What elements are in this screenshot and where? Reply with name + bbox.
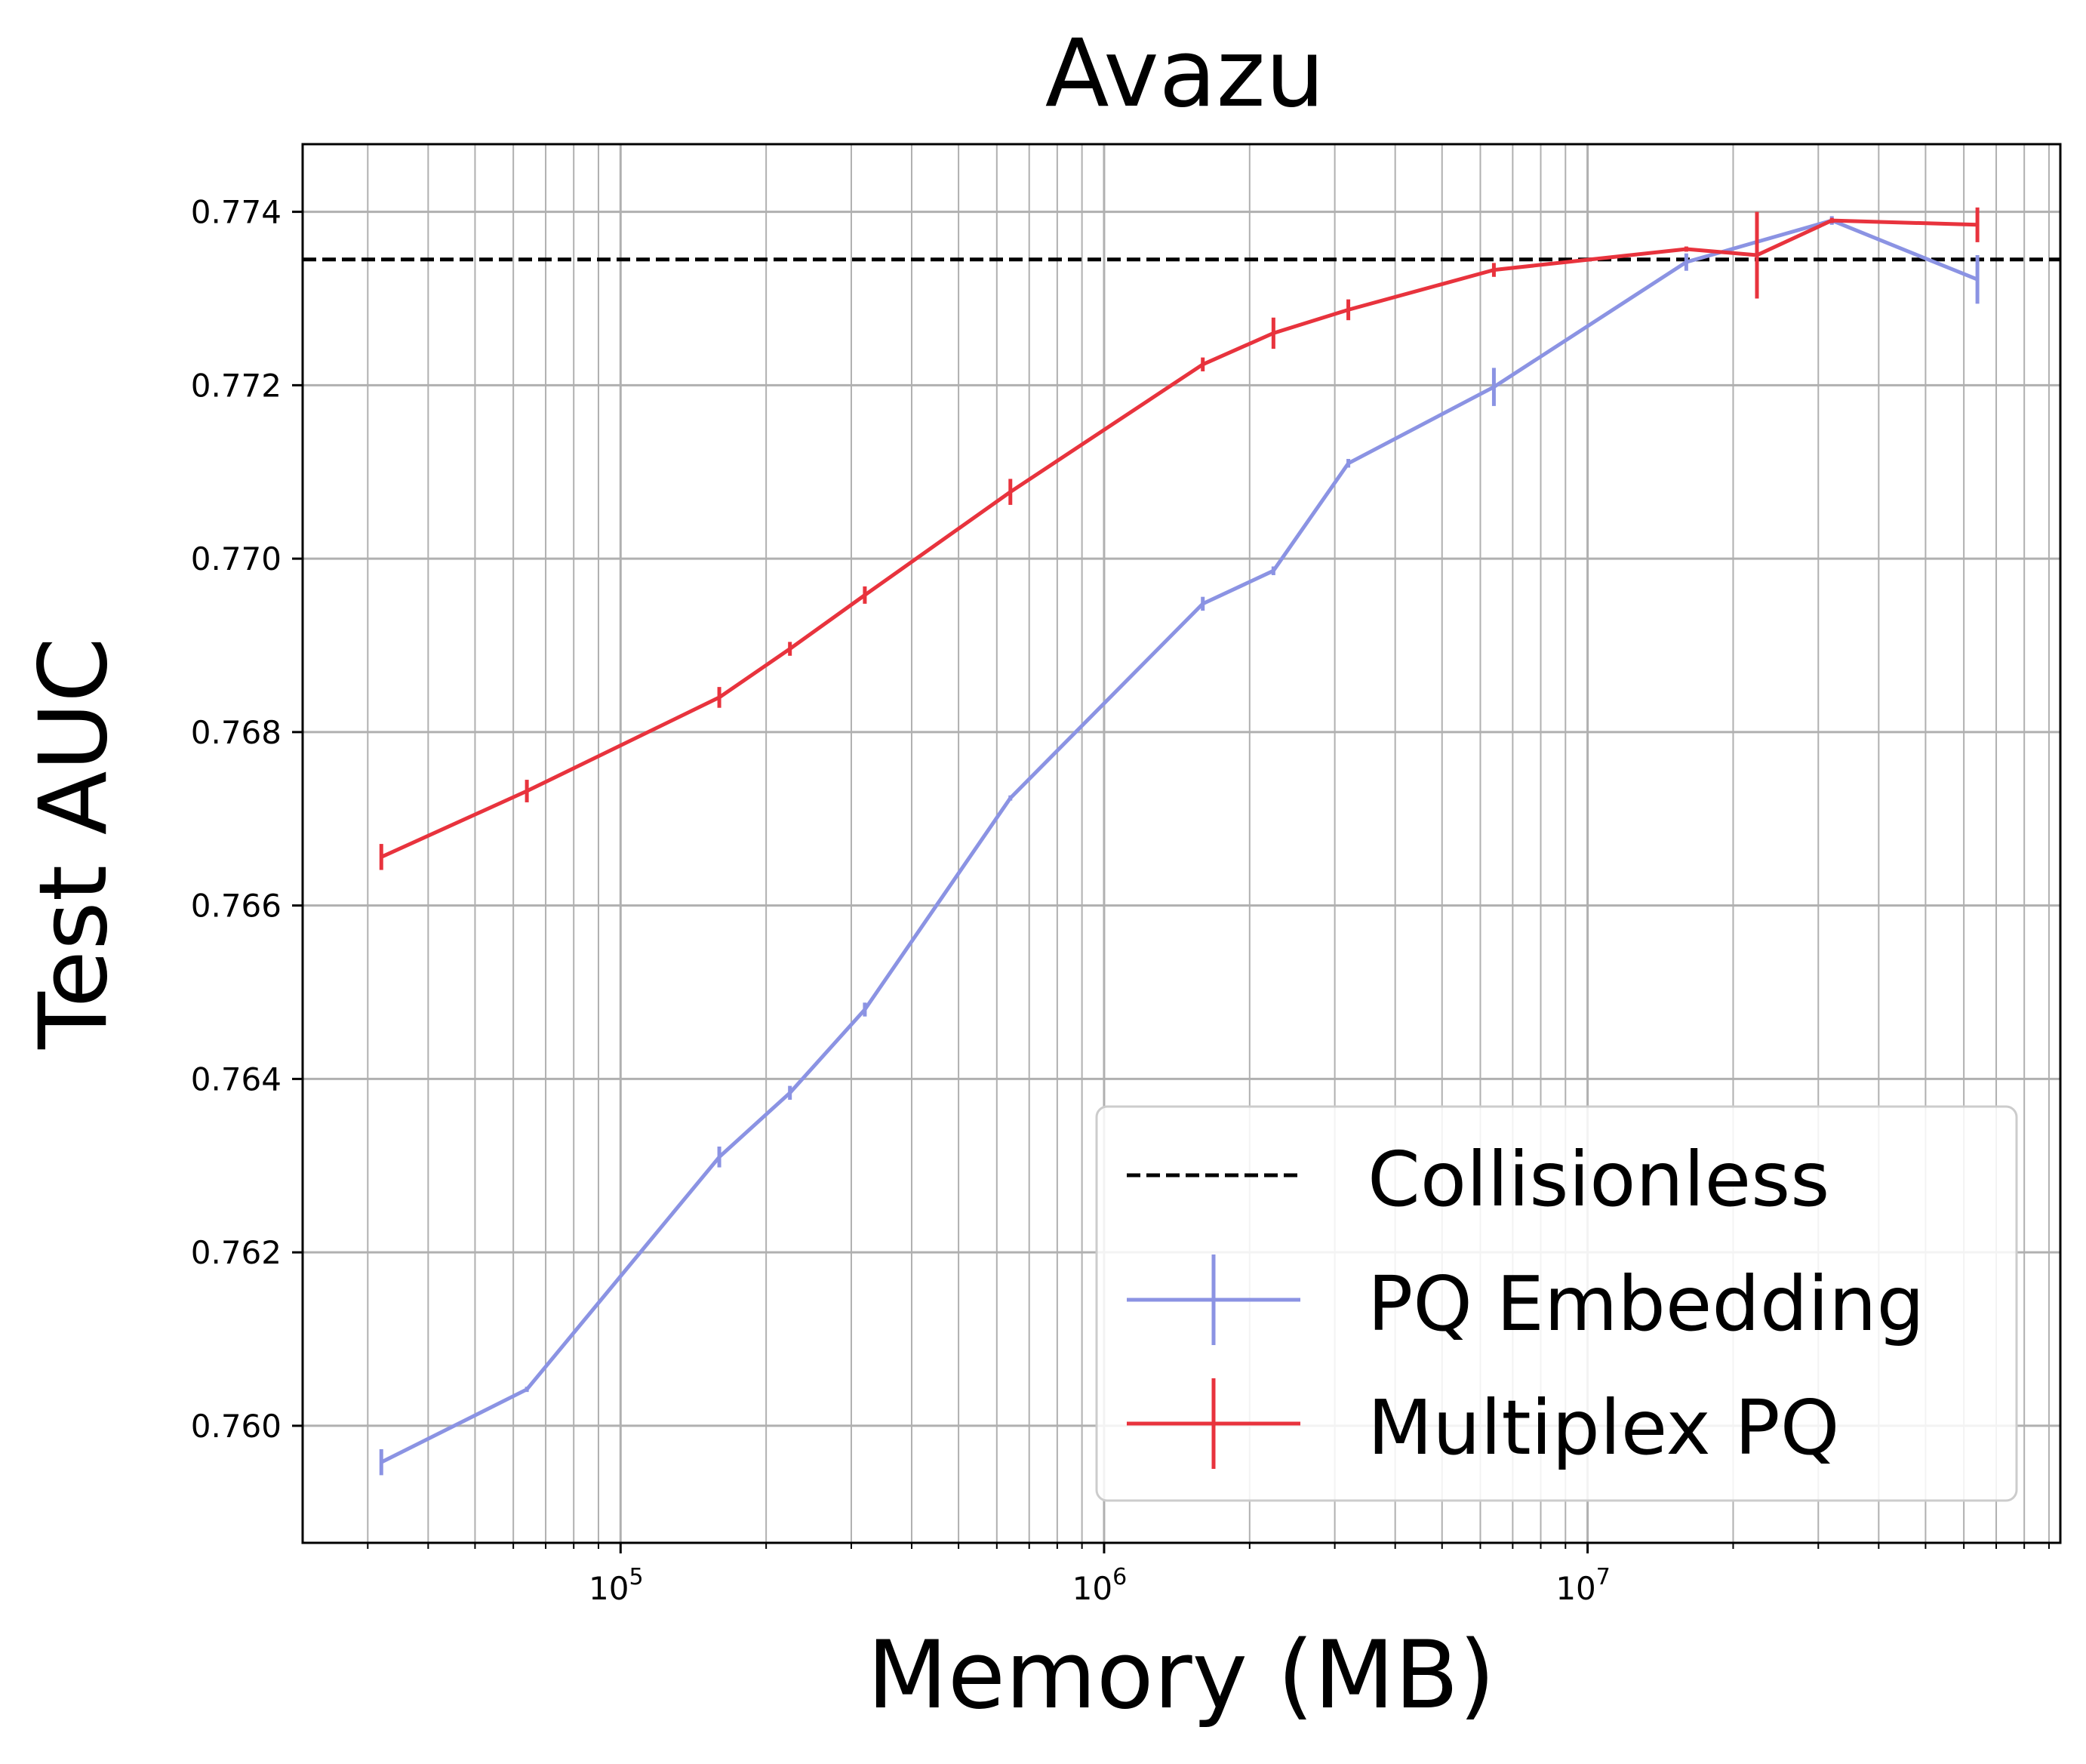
x-tick-label: 106 bbox=[1072, 1564, 1128, 1607]
y-tick-label: 0.768 bbox=[191, 714, 282, 751]
y-tick-label: 0.772 bbox=[191, 367, 282, 404]
y-axis: 0.760 0.762 0.764 0.766 0.768 0.770 0.772 0.774 bbox=[191, 194, 303, 1445]
legend: Collisionless PQ Embedding Multiplex PQ bbox=[1095, 1105, 2018, 1502]
legend-frame bbox=[1095, 1105, 2018, 1502]
series-layer bbox=[379, 207, 1980, 1476]
y-tick-label: 0.760 bbox=[191, 1408, 282, 1445]
legend-pq-embedding-label: PQ Embedding bbox=[1368, 1260, 1924, 1348]
y-tick-label: 0.774 bbox=[191, 194, 282, 231]
chart-title: Avazu bbox=[1045, 20, 1325, 128]
plot-area-frame bbox=[301, 143, 2062, 1544]
x-axis-label: Memory (MB) bbox=[867, 1621, 1496, 1730]
y-tick-label: 0.770 bbox=[191, 540, 282, 577]
y-tick-label: 0.766 bbox=[191, 888, 282, 925]
x-tick-label: 105 bbox=[589, 1564, 644, 1607]
y-tick-label: 0.764 bbox=[191, 1061, 282, 1097]
x-tick-label: 107 bbox=[1555, 1564, 1611, 1607]
y-axis-label: Test AUC bbox=[20, 637, 128, 1050]
legend-collisionless-label: Collisionless bbox=[1368, 1135, 1829, 1224]
y-tick-label: 0.762 bbox=[191, 1234, 282, 1271]
x-axis: 105 106 107 bbox=[367, 1543, 2050, 1607]
multiplex-pq-line bbox=[380, 218, 1978, 859]
legend-multiplex-pq-label: Multiplex PQ bbox=[1368, 1384, 1839, 1472]
